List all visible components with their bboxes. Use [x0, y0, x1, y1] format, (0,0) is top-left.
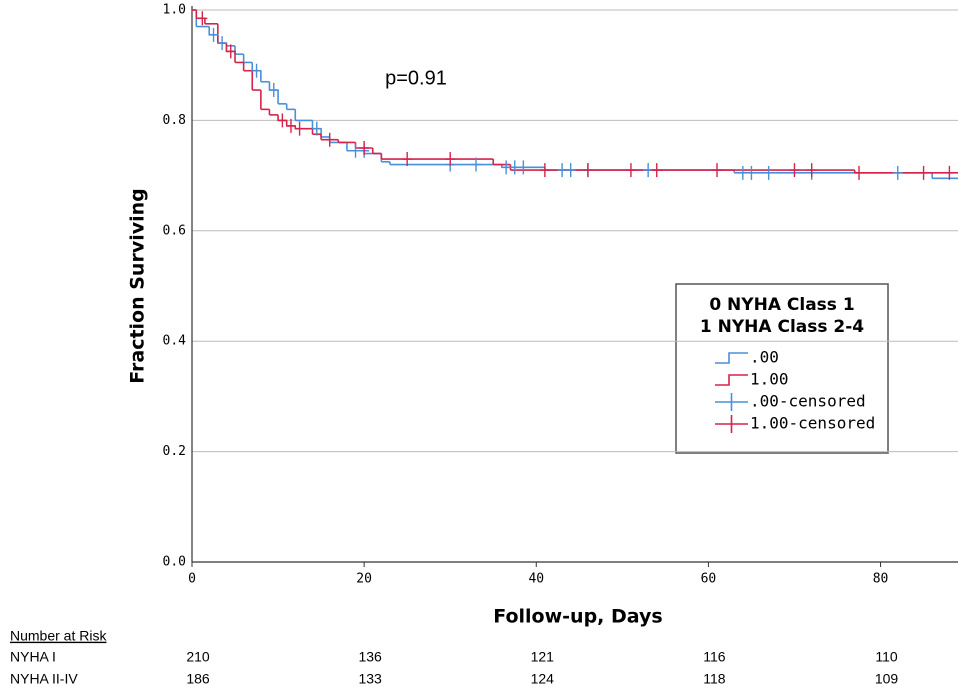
y-tick-label: 0.0: [163, 555, 186, 570]
legend-swatch: [715, 415, 748, 433]
censor-mark: [854, 165, 865, 180]
censor-mark: [324, 132, 335, 147]
x-tick-label: 0: [188, 572, 196, 587]
censor-mark: [509, 160, 520, 175]
risk-row-label: NYHA II-IV: [10, 671, 78, 687]
censor-mark: [277, 113, 288, 128]
censor-mark: [285, 118, 296, 133]
risk-value: 121: [531, 649, 555, 665]
risk-value: 210: [186, 649, 210, 665]
censor-mark: [501, 160, 512, 175]
legend-title: 1 NYHA Class 2-4: [700, 317, 864, 337]
censor-mark: [294, 121, 305, 136]
risk-value: 110: [875, 649, 898, 665]
risk-table-title: Number at Risk: [10, 628, 107, 644]
risk-value: 136: [358, 649, 382, 665]
y-tick-label: 0.4: [163, 334, 187, 349]
censor-mark: [712, 163, 723, 178]
risk-row-label: NYHA I: [10, 649, 56, 665]
censor-mark: [402, 152, 413, 167]
censor-mark: [643, 163, 654, 178]
y-axis-title: Fraction Surviving: [127, 188, 149, 384]
x-tick-label: 60: [701, 572, 717, 587]
censor-mark: [350, 143, 361, 158]
y-tick-label: 0.8: [163, 113, 186, 128]
risk-value: 109: [875, 671, 899, 687]
legend-swatch: [715, 374, 748, 386]
censor-mark: [582, 163, 593, 178]
x-tick-label: 80: [873, 572, 889, 587]
censor-mark: [359, 141, 370, 155]
censor-mark: [625, 163, 636, 178]
annotation: p=0.91: [385, 67, 447, 89]
censor-mark: [225, 44, 236, 59]
censor-mark: [518, 160, 529, 175]
legend-swatch: [715, 352, 748, 364]
censor-mark: [789, 163, 800, 178]
censor-mark: [806, 163, 817, 178]
risk-value: 124: [531, 671, 555, 687]
censor-mark: [445, 152, 456, 167]
censor-mark: [539, 163, 550, 178]
risk-value: 186: [186, 671, 210, 687]
censor-mark: [557, 163, 568, 178]
legend-box: [675, 283, 889, 454]
censor-mark: [651, 163, 662, 178]
x-axis-title: Follow-up, Days: [493, 606, 662, 628]
censor-mark: [217, 36, 228, 51]
x-tick-label: 20: [356, 572, 372, 587]
risk-value: 118: [703, 671, 726, 687]
censor-mark: [918, 165, 929, 180]
censor-mark: [763, 165, 774, 180]
censor-mark: [737, 165, 748, 180]
censor-mark: [746, 165, 757, 180]
legend-label: .00-censored: [750, 392, 866, 411]
legend-title: 0 NYHA Class 1: [709, 295, 854, 315]
risk-value: 133: [358, 671, 382, 687]
censor-mark: [251, 63, 262, 78]
legend-label: 1.00-censored: [750, 414, 875, 433]
censor-mark: [268, 83, 279, 98]
y-tick-label: 0.2: [163, 444, 186, 459]
censor-mark: [944, 165, 955, 180]
y-tick-label: 0.6: [163, 223, 186, 238]
legend-label: 1.00: [750, 370, 789, 389]
censor-mark: [471, 157, 482, 172]
legend-swatch: [715, 393, 748, 411]
y-tick-label: 1.0: [163, 3, 186, 18]
censor-mark: [892, 165, 903, 180]
censor-mark: [565, 163, 576, 178]
censor-mark: [208, 27, 219, 42]
censor-mark: [197, 11, 208, 26]
risk-value: 116: [703, 649, 726, 665]
x-tick-label: 40: [528, 572, 544, 587]
legend-label: .00: [750, 348, 779, 367]
censor-mark: [311, 121, 322, 136]
